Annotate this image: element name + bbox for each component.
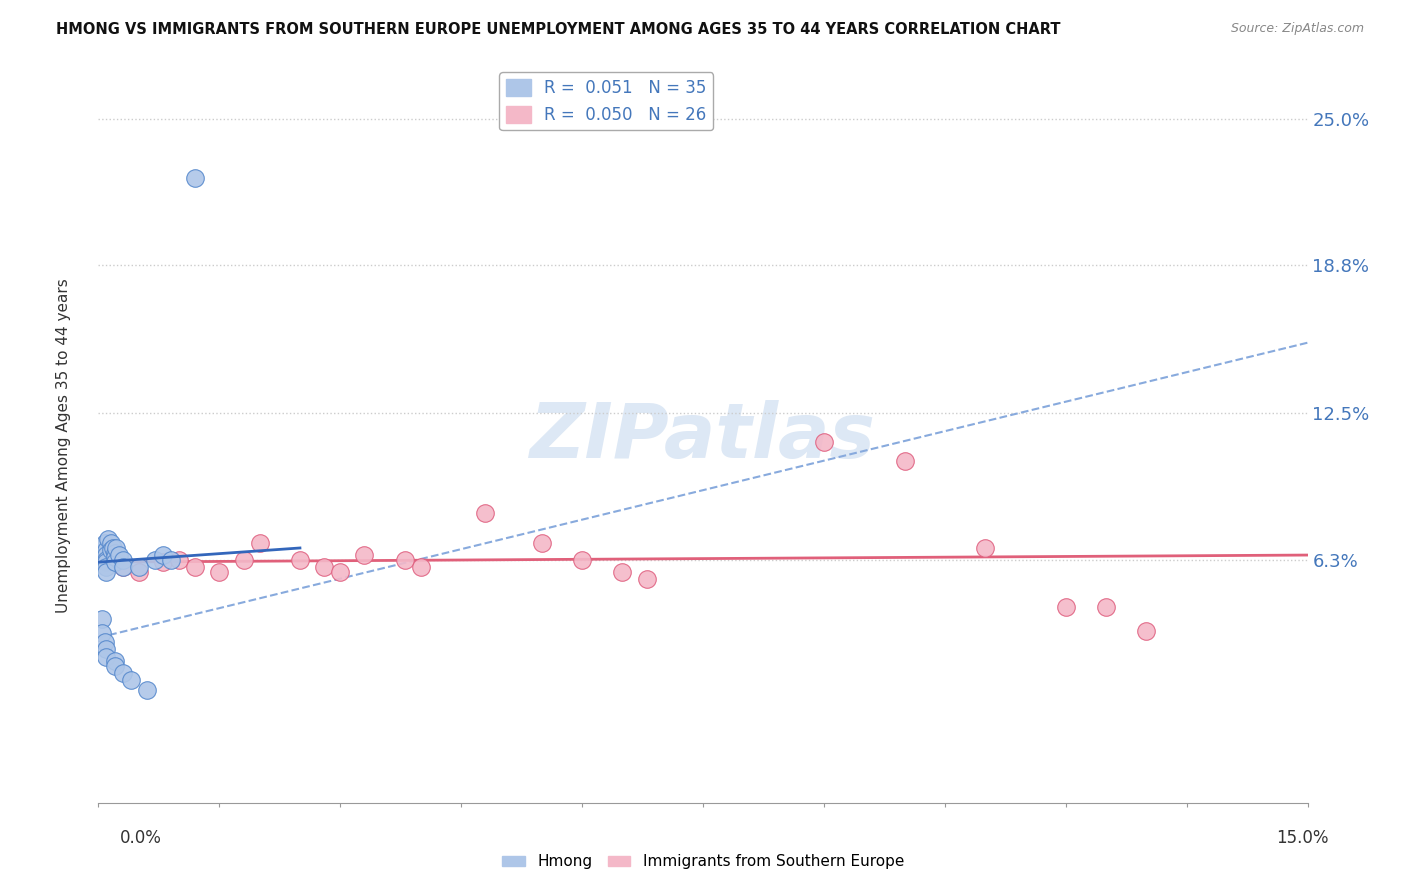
Point [96, 548, 118, 562]
Text: Unemployment Among Ages 35 to 44 years: Unemployment Among Ages 35 to 44 years [56, 278, 70, 614]
Point [111, 553, 134, 567]
Point [1095, 599, 1118, 614]
Point [167, 553, 190, 567]
Point [571, 553, 593, 567]
Point [94, 536, 117, 550]
Point [353, 548, 375, 562]
Legend: Hmong, Immigrants from Southern Europe: Hmong, Immigrants from Southern Europe [496, 848, 910, 875]
Point [103, 555, 125, 569]
Point [103, 654, 125, 668]
Point [329, 565, 352, 579]
Point [184, 170, 207, 185]
Point [96, 555, 118, 569]
Point [111, 559, 134, 574]
Point [96, 559, 118, 574]
Point [232, 553, 254, 567]
Point [636, 572, 658, 586]
Point [101, 541, 124, 555]
Point [208, 565, 231, 579]
Point [103, 546, 125, 560]
Point [612, 565, 634, 579]
Point [100, 536, 122, 550]
Point [91, 626, 114, 640]
Point [120, 673, 142, 687]
Point [394, 553, 416, 567]
Point [105, 541, 128, 555]
Point [974, 541, 997, 555]
Point [143, 553, 166, 567]
Point [813, 434, 835, 449]
Point [91, 612, 114, 626]
Point [1135, 624, 1157, 638]
Point [107, 548, 129, 562]
Point [91, 548, 114, 562]
Point [96, 642, 118, 657]
Point [474, 506, 496, 520]
Text: 15.0%: 15.0% [1277, 829, 1329, 847]
Text: 0.0%: 0.0% [120, 829, 162, 847]
Point [94, 635, 117, 649]
Point [530, 536, 553, 550]
Point [152, 548, 174, 562]
Point [100, 543, 122, 558]
Legend: R =  0.051   N = 35, R =  0.050   N = 26: R = 0.051 N = 35, R = 0.050 N = 26 [499, 72, 713, 130]
Point [96, 543, 118, 558]
Point [111, 559, 134, 574]
Point [91, 541, 114, 555]
Point [91, 553, 114, 567]
Point [409, 559, 432, 574]
Text: HMONG VS IMMIGRANTS FROM SOUTHERN EUROPE UNEMPLOYMENT AMONG AGES 35 TO 44 YEARS : HMONG VS IMMIGRANTS FROM SOUTHERN EUROPE… [56, 22, 1060, 37]
Point [288, 553, 311, 567]
Point [152, 555, 174, 569]
Point [184, 559, 207, 574]
Point [314, 559, 336, 574]
Point [97, 532, 120, 546]
Point [96, 565, 118, 579]
Point [103, 659, 125, 673]
Text: Source: ZipAtlas.com: Source: ZipAtlas.com [1230, 22, 1364, 36]
Point [128, 559, 150, 574]
Point [103, 550, 125, 565]
Point [160, 553, 183, 567]
Point [128, 565, 150, 579]
Point [135, 682, 157, 697]
Point [893, 453, 915, 467]
Point [1054, 599, 1077, 614]
Point [111, 666, 134, 681]
Point [96, 553, 118, 567]
Text: ZIPatlas: ZIPatlas [530, 401, 876, 474]
Point [249, 536, 271, 550]
Point [96, 649, 118, 664]
